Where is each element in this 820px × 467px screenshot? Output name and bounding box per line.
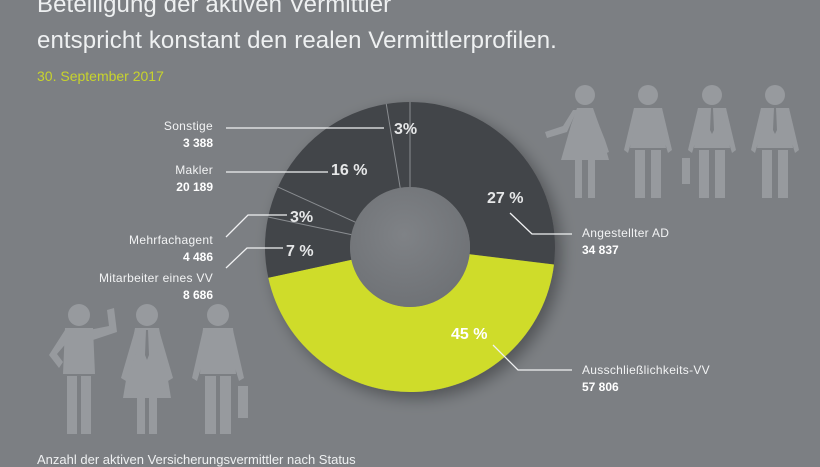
man-briefcase-figure-icon bbox=[192, 304, 248, 434]
percent-label-mitarbeiter: 7 % bbox=[286, 243, 314, 260]
percent-label-angestellter: 27 % bbox=[487, 190, 523, 207]
value-angestellter: 34 837 bbox=[582, 243, 619, 257]
slice-dividers bbox=[268, 102, 411, 236]
man-figure-icon bbox=[624, 85, 672, 198]
donut-slice-ausschließlichkeits-vv bbox=[268, 254, 554, 392]
donut-hole bbox=[350, 187, 470, 307]
value-sonstige: 3 388 bbox=[182, 136, 213, 150]
label-ausschliesslichkeit: Ausschließlichkeits-VV bbox=[582, 363, 710, 377]
leader-line-ausschliesslichkeit bbox=[492, 344, 572, 371]
slice-divider bbox=[385, 103, 401, 188]
value-ausschliesslichkeit: 57 806 bbox=[582, 380, 619, 394]
percent-label-ausschliesslichkeit: 45 % bbox=[451, 326, 487, 343]
man-waving-figure-icon bbox=[49, 304, 117, 434]
chart-date: 30. September 2017 bbox=[37, 68, 164, 84]
percent-label-makler: 16 % bbox=[331, 162, 367, 179]
percent-label-mehrfachagent: 3% bbox=[290, 209, 313, 226]
chart-title-line-1: Beteiligung der aktiven Vermittler bbox=[37, 0, 392, 18]
slice-divider bbox=[277, 186, 356, 223]
leader-line-angestellter bbox=[509, 212, 572, 235]
donut bbox=[265, 102, 556, 392]
donut-slice-mitarbeiter-eines-vv bbox=[265, 217, 352, 278]
percent-label-sonstige: 3% bbox=[394, 121, 417, 138]
label-angestellter: Angestellter AD bbox=[582, 226, 670, 240]
leader-lines bbox=[225, 127, 572, 371]
value-mitarbeiter: 8 686 bbox=[182, 288, 213, 302]
value-makler: 20 189 bbox=[176, 180, 213, 194]
chart-title-line-2: entspricht konstant den realen Vermittle… bbox=[37, 27, 557, 54]
man-tie-figure-icon bbox=[751, 85, 799, 198]
donut-slice-sonstige bbox=[386, 102, 410, 188]
label-mehrfachagent: Mehrfachagent bbox=[129, 233, 213, 247]
slice-divider bbox=[268, 216, 352, 236]
label-sonstige: Sonstige bbox=[163, 119, 213, 133]
leader-line-mitarbeiter bbox=[225, 247, 283, 269]
man-tie-briefcase-figure-icon bbox=[682, 85, 736, 198]
donut-slice-makler bbox=[277, 103, 401, 223]
leader-line-mehrfachagent bbox=[225, 214, 287, 238]
label-mitarbeiter: Mitarbeiter eines VV bbox=[98, 271, 213, 285]
woman-figure-icon bbox=[545, 85, 609, 198]
donut-slice-mehrfachagent bbox=[268, 187, 356, 235]
woman-tie-figure-icon bbox=[121, 304, 173, 434]
donut-slice-angestellter-ad bbox=[410, 102, 556, 265]
people-group-top-right bbox=[545, 85, 799, 198]
value-mehrfachagent: 4 486 bbox=[182, 250, 213, 264]
people-group-bottom-left bbox=[49, 304, 248, 434]
chart-caption: Anzahl der aktiven Versicherungsvermittl… bbox=[37, 452, 356, 467]
label-makler: Makler bbox=[175, 163, 213, 177]
